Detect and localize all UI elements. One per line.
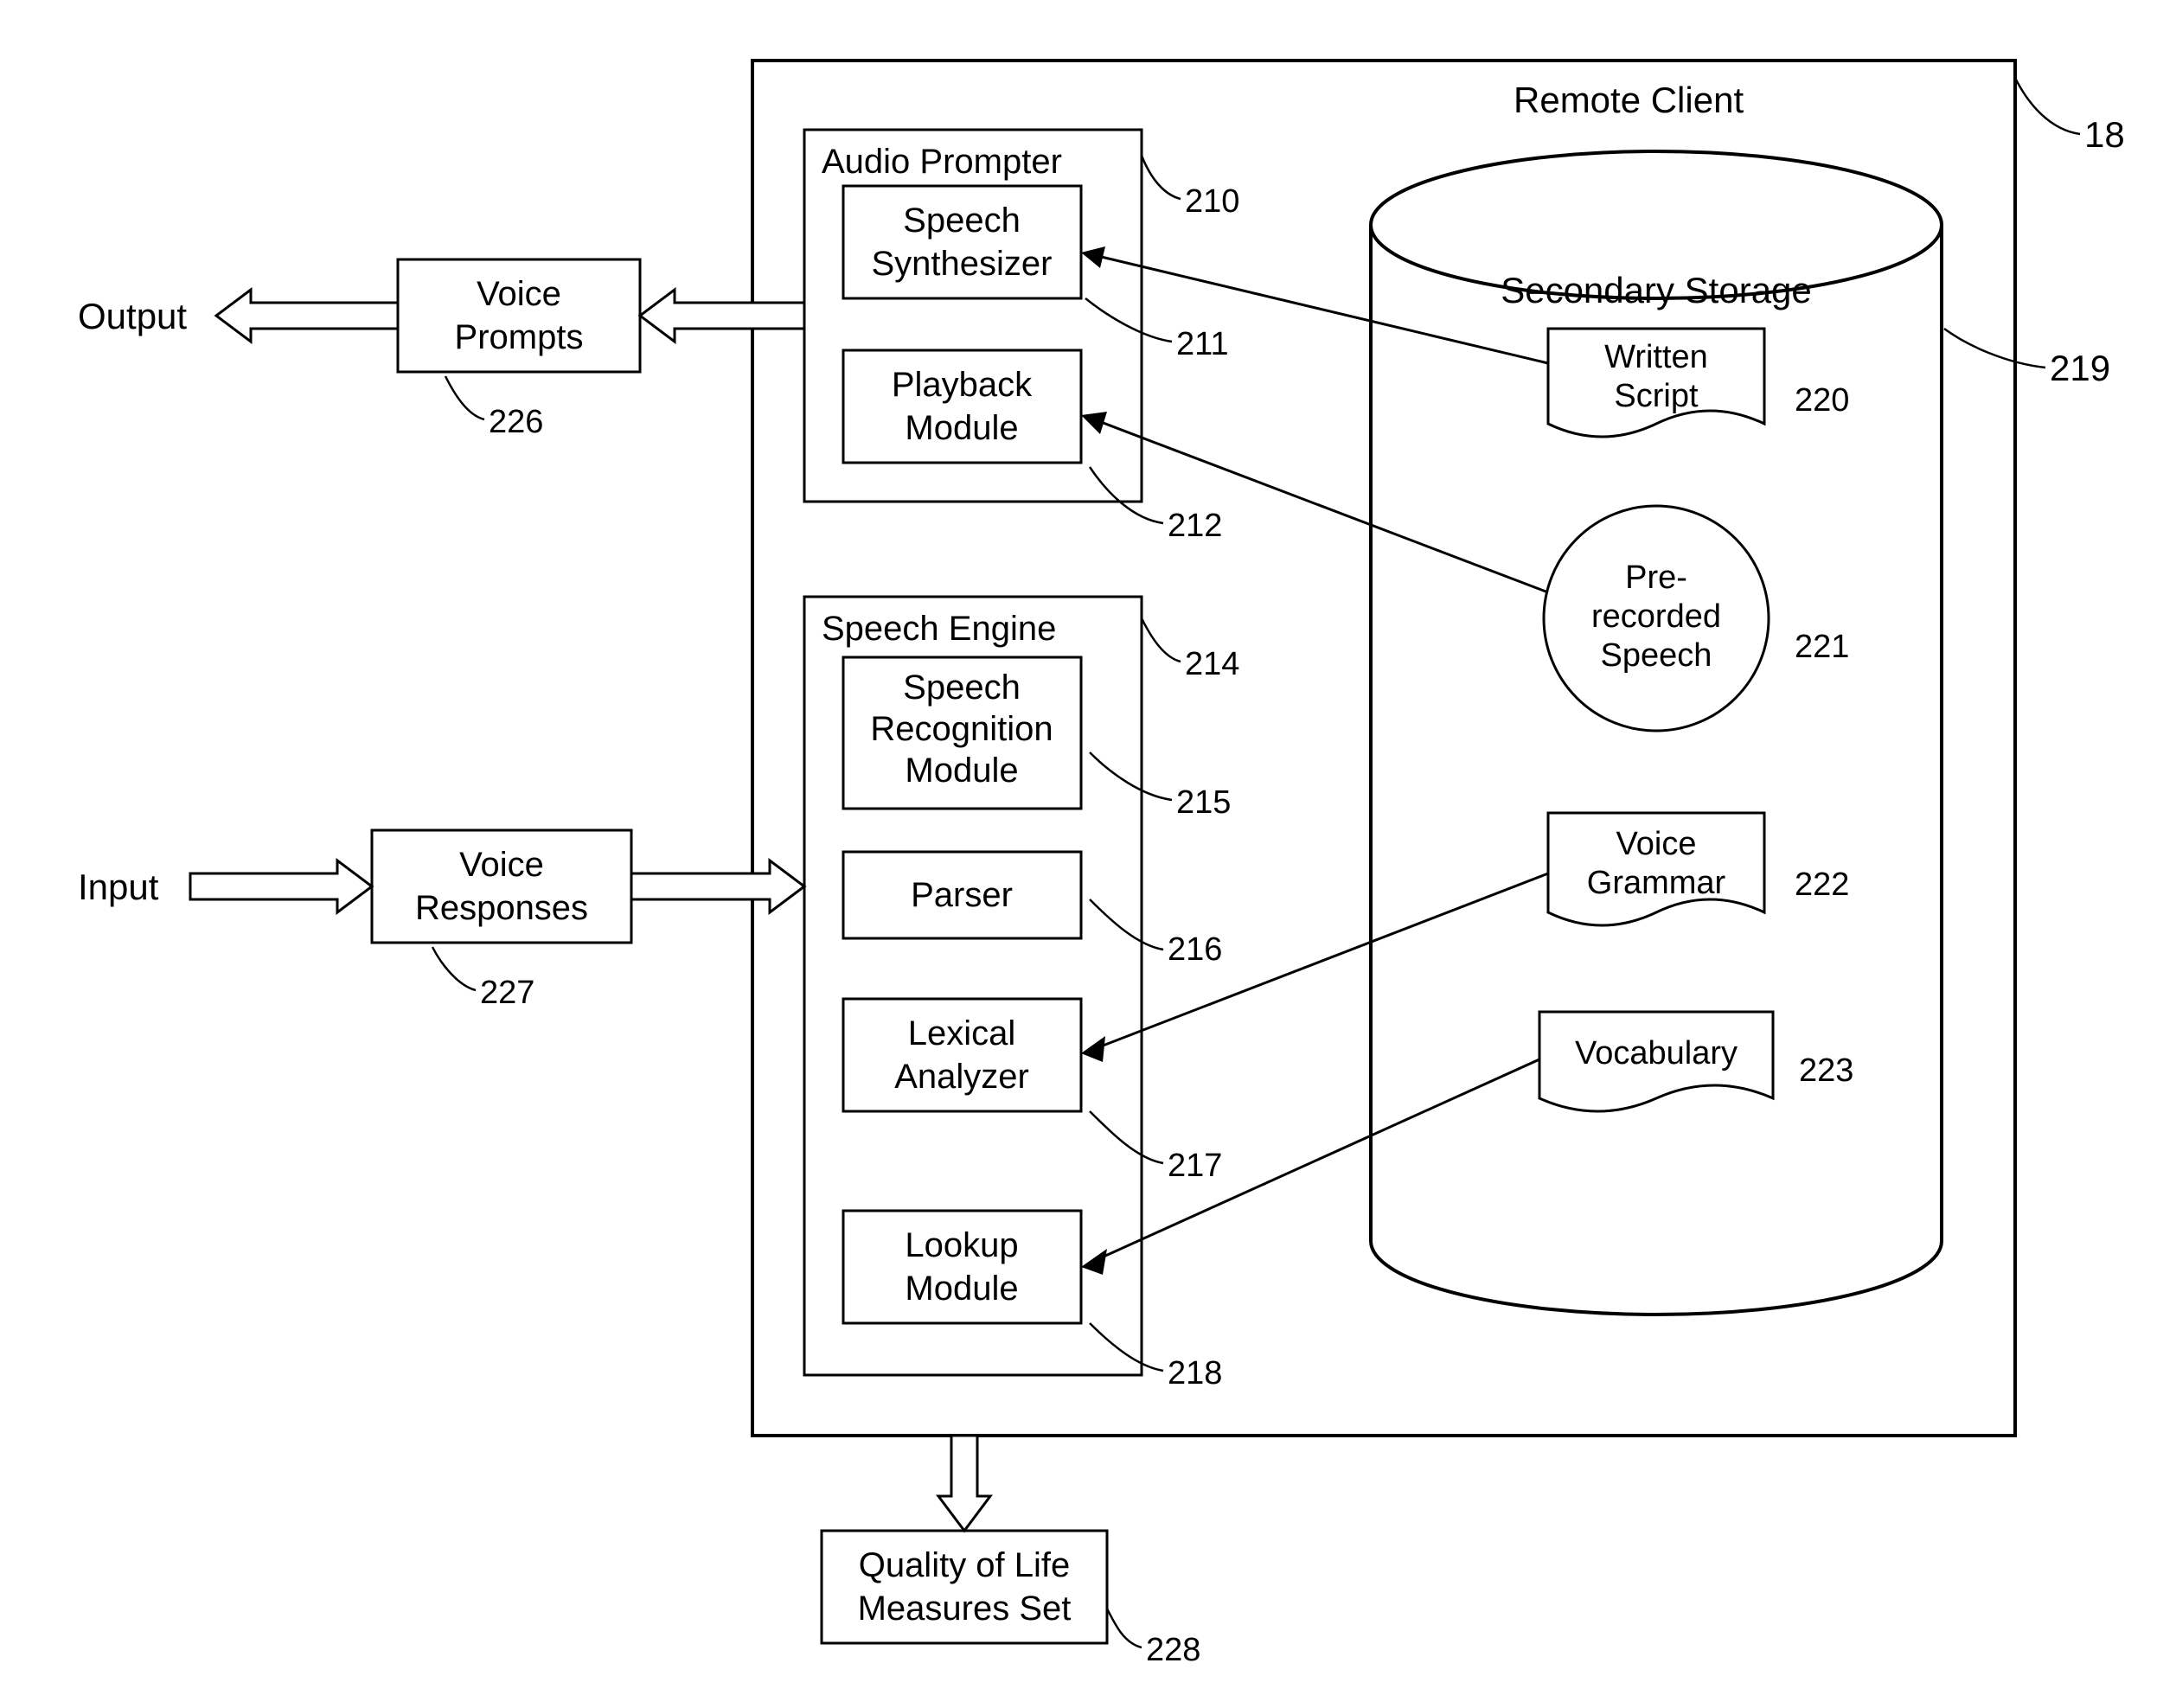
lead-228 <box>1107 1609 1142 1647</box>
ref-210: 210 <box>1185 183 1239 220</box>
output-label: Output <box>78 296 187 336</box>
prerecorded-l2: recorded <box>1591 598 1721 635</box>
storage-cylinder <box>1371 151 1942 1315</box>
voice-prompts-l1: Voice <box>477 275 561 313</box>
arrow-prerec-to-playback <box>1081 412 1548 592</box>
recog-l3: Module <box>905 752 1018 790</box>
ref-211: 211 <box>1176 326 1229 362</box>
system-diagram: Remote Client 18 Audio Prompter 210 Spee… <box>0 0 2176 1708</box>
qol-l2: Measures Set <box>858 1590 1072 1628</box>
written-script-l1: Written <box>1604 339 1708 375</box>
ref-218: 218 <box>1168 1355 1222 1391</box>
lead-214 <box>1142 618 1181 662</box>
voice-prompts-l2: Prompts <box>455 318 584 356</box>
arrow-input-to-voiceresponses <box>190 860 372 912</box>
grammar-l2: Grammar <box>1587 865 1726 901</box>
grammar-l1: Voice <box>1616 826 1697 862</box>
ref-217: 217 <box>1168 1148 1222 1184</box>
parser-l1: Parser <box>911 876 1013 914</box>
written-script-l2: Script <box>1614 378 1699 414</box>
vocab-l1: Vocabulary <box>1575 1035 1738 1071</box>
arrow-engine-to-qol <box>938 1436 990 1531</box>
arrow-grammar-to-lexical <box>1081 873 1548 1062</box>
ref-18: 18 <box>2084 114 2125 155</box>
ref-216: 216 <box>1168 931 1222 968</box>
ref-214: 214 <box>1185 646 1239 682</box>
ref-220: 220 <box>1795 382 1849 419</box>
ref-227: 227 <box>480 975 534 1011</box>
arrow-voiceprompts-to-output <box>216 290 398 342</box>
recog-l2: Recognition <box>870 710 1053 748</box>
prerecorded-l1: Pre- <box>1625 560 1687 596</box>
prerecorded-l3: Speech <box>1601 637 1712 674</box>
ref-222: 222 <box>1795 867 1849 903</box>
audio-prompter-title: Audio Prompter <box>822 143 1062 181</box>
lexical-l2: Analyzer <box>894 1058 1029 1096</box>
voice-responses-l1: Voice <box>459 846 544 884</box>
lexical-l1: Lexical <box>908 1014 1016 1052</box>
remote-client-label: Remote Client <box>1514 80 1744 120</box>
ref-215: 215 <box>1176 784 1231 821</box>
lead-227 <box>432 947 476 990</box>
lookup-l2: Module <box>905 1270 1018 1308</box>
recog-l1: Speech <box>903 668 1021 707</box>
input-label: Input <box>78 867 159 907</box>
arrow-vocab-to-lookup <box>1081 1059 1539 1275</box>
speech-synth-l1: Speech <box>903 202 1021 240</box>
lead-219 <box>1944 329 2045 368</box>
arrow-voiceresponses-to-engine <box>631 860 804 912</box>
voice-responses-l2: Responses <box>415 889 588 927</box>
speech-engine-title: Speech Engine <box>822 610 1056 648</box>
ref-221: 221 <box>1795 629 1849 665</box>
lead-18 <box>2015 78 2080 134</box>
ref-226: 226 <box>489 404 543 440</box>
arrow-script-to-synth <box>1081 246 1548 363</box>
lead-226 <box>445 376 484 419</box>
arrow-prompter-to-voiceprompts <box>640 290 804 342</box>
speech-synth-l2: Synthesizer <box>872 245 1053 283</box>
ref-228: 228 <box>1146 1632 1200 1668</box>
ref-223: 223 <box>1799 1052 1853 1089</box>
lookup-l1: Lookup <box>905 1226 1018 1264</box>
lead-210 <box>1142 156 1181 199</box>
qol-l1: Quality of Life <box>859 1546 1071 1584</box>
ref-219: 219 <box>2050 348 2110 388</box>
playback-l1: Playback <box>892 366 1033 404</box>
playback-l2: Module <box>905 409 1018 447</box>
storage-title: Secondary Storage <box>1501 270 1812 310</box>
ref-212: 212 <box>1168 508 1222 544</box>
